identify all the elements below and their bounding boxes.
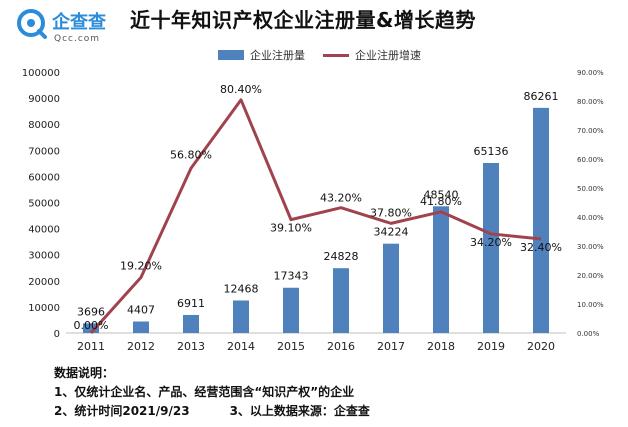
y-left-tick-label: 90000	[28, 94, 60, 105]
bar	[533, 107, 549, 333]
x-tick-label: 2017	[377, 340, 405, 353]
bar-data-label: 17343	[274, 270, 309, 283]
growth-line	[89, 98, 542, 335]
chart-title: 近十年知识产权企业注册量&增长趋势	[130, 8, 476, 32]
x-tick-label: 2020	[527, 340, 555, 353]
bar	[133, 321, 149, 333]
x-tick-label: 2013	[177, 340, 205, 353]
x-tick-label: 2015	[277, 340, 305, 353]
line-data-label: 0.00%	[74, 319, 109, 332]
bar	[383, 243, 399, 333]
bar	[483, 162, 499, 333]
bar-data-label: 12468	[224, 282, 259, 295]
x-tick-label: 2014	[227, 340, 255, 353]
x-tick-label: 2019	[477, 340, 505, 353]
bar-data-label: 86261	[524, 90, 559, 103]
legend-label-bar: 企业注册量	[250, 49, 305, 62]
logo-ring-icon	[17, 9, 45, 37]
notes-line-2a: 2、统计时间2021/9/23	[54, 404, 190, 418]
logo-handle-icon	[37, 29, 47, 39]
y-right-tick-label: 0.00%	[577, 330, 600, 338]
legend-swatch-line	[323, 53, 349, 57]
y-right-tick-label: 80.00%	[577, 98, 604, 106]
y-left-tick-label: 60000	[28, 172, 60, 183]
y-left-tick-label: 30000	[28, 251, 60, 262]
y-right-tick-label: 10.00%	[577, 301, 604, 309]
bar-data-label: 6911	[177, 297, 205, 310]
y-right-tick-label: 40.00%	[577, 214, 604, 222]
y-left-tick-label: 50000	[28, 199, 60, 210]
notes-line-1: 1、仅统计企业名、产品、经营范围含“知识产权”的企业	[54, 385, 355, 399]
y-left-tick-label: 0	[54, 329, 60, 340]
line-data-label: 43.20%	[320, 192, 362, 205]
y-left-tick-label: 40000	[28, 225, 60, 236]
bar	[83, 323, 99, 333]
logo-dot-icon	[27, 19, 35, 27]
chart-legend: 企业注册量 企业注册增速	[218, 46, 439, 64]
line-data-label: 19.20%	[120, 259, 162, 272]
y-right-tick-label: 90.00%	[577, 69, 604, 77]
line-data-label: 34.20%	[470, 236, 512, 249]
logo-brand-name: 企查查	[51, 11, 106, 33]
logo-brand-domain: Qcc.com	[54, 34, 100, 44]
y-left-tick-label: 20000	[28, 277, 60, 288]
y-right-tick-label: 50.00%	[577, 185, 604, 193]
y-left-tick-label: 70000	[28, 146, 60, 157]
line-data-label: 32.40%	[520, 241, 562, 254]
bar-data-label: 24828	[324, 250, 359, 263]
bar-data-label: 48540	[424, 188, 459, 201]
y-right-tick-label: 70.00%	[577, 127, 604, 135]
bar	[233, 300, 249, 333]
x-tick-label: 2016	[327, 340, 355, 353]
bar-data-label: 65136	[474, 145, 509, 158]
bar-data-label: 34224	[374, 226, 409, 239]
y-right-tick-label: 30.00%	[577, 243, 604, 251]
x-tick-label: 2012	[127, 340, 155, 353]
bar	[433, 206, 449, 333]
line-data-label: 41.80%	[420, 195, 462, 208]
notes-line-2b: 3、以上数据来源：企查查	[229, 404, 370, 418]
line-data-label: 37.80%	[370, 206, 412, 219]
data-notes: 数据说明： 1、仅统计企业名、产品、经营范围含“知识产权”的企业 2、统计时间2…	[54, 364, 614, 421]
notes-heading: 数据说明：	[54, 366, 115, 380]
y-right-tick-label: 60.00%	[577, 156, 604, 164]
line-data-label: 80.40%	[220, 83, 262, 96]
x-tick-label: 2018	[427, 340, 455, 353]
bar	[183, 314, 199, 333]
bar	[333, 268, 349, 333]
bar-data-label: 4407	[127, 303, 155, 316]
line-data-label: 56.80%	[170, 148, 212, 161]
line-data-label: 39.10%	[270, 222, 312, 235]
y-right-tick-label: 20.00%	[577, 272, 604, 280]
notes-line-2: 2、统计时间2021/9/23 3、以上数据来源：企查查	[54, 402, 614, 421]
y-left-tick-label: 80000	[28, 120, 60, 131]
qcc-logo: 企查查 Qcc.com	[17, 9, 106, 44]
x-tick-label: 2011	[77, 340, 105, 353]
legend-label-line: 企业注册增速	[355, 49, 421, 62]
y-left-tick-label: 10000	[28, 303, 60, 314]
y-left-tick-label: 100000	[22, 68, 60, 79]
legend-item-bar: 企业注册量	[218, 47, 305, 63]
legend-item-line: 企业注册增速	[323, 47, 421, 63]
bar-data-label: 3696	[77, 305, 105, 318]
bar	[283, 287, 299, 333]
legend-swatch-bar	[218, 50, 244, 60]
